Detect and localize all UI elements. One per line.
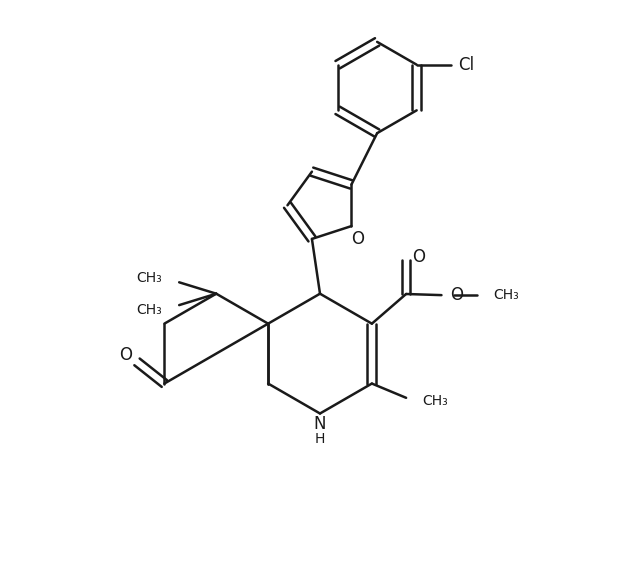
Text: O: O bbox=[351, 230, 364, 248]
Text: CH₃: CH₃ bbox=[422, 393, 448, 408]
Text: O: O bbox=[119, 346, 132, 364]
Text: N: N bbox=[314, 415, 326, 433]
Text: CH₃: CH₃ bbox=[136, 271, 162, 285]
Text: H: H bbox=[315, 431, 325, 446]
Text: O: O bbox=[412, 248, 425, 266]
Text: CH₃: CH₃ bbox=[493, 288, 518, 302]
Text: O: O bbox=[450, 286, 463, 304]
Text: CH₃: CH₃ bbox=[136, 302, 162, 317]
Text: Cl: Cl bbox=[458, 56, 474, 74]
